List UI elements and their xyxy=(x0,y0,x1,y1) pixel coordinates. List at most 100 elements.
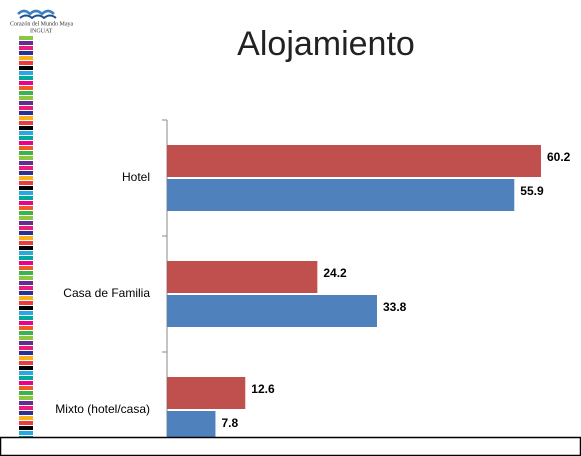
logo-wave xyxy=(18,11,54,14)
stripe-block xyxy=(19,371,33,375)
slide: Corazón del Mundo Maya INGUAT Alojamient… xyxy=(0,0,581,456)
stripe-block xyxy=(19,196,33,200)
stripe-block xyxy=(19,106,33,110)
stripe-block xyxy=(19,206,33,210)
stripe-block xyxy=(19,136,33,140)
stripe-block xyxy=(19,66,33,70)
bar xyxy=(167,179,514,211)
stripe-block xyxy=(19,301,33,305)
stripe-block xyxy=(19,161,33,165)
stripe-block xyxy=(19,321,33,325)
stripe-block xyxy=(19,356,33,360)
plot: Hotel 60.2 55.9 Casa de Familia 24.2 33.8 Mixt… xyxy=(55,120,570,443)
stripe-block xyxy=(19,386,33,390)
stripe-block xyxy=(19,116,33,120)
stripe-block xyxy=(19,71,33,75)
bar xyxy=(167,261,317,293)
stripe-block xyxy=(19,266,33,270)
stripe-block xyxy=(19,76,33,80)
category-label: Casa de Familia xyxy=(63,286,150,300)
stripe-block xyxy=(19,171,33,175)
value-label: 12.6 xyxy=(251,382,275,396)
stripe-block xyxy=(19,336,33,340)
stripe-block xyxy=(19,316,33,320)
stripe-block xyxy=(19,221,33,225)
value-label: 55.9 xyxy=(520,184,544,198)
stripe-block xyxy=(19,381,33,385)
stripe-block xyxy=(19,36,33,40)
stripe-block xyxy=(19,326,33,330)
stripe-block xyxy=(19,51,33,55)
chart-title: Alojamiento xyxy=(237,25,415,63)
bar xyxy=(167,377,245,409)
stripe-block xyxy=(19,166,33,170)
stripe-block xyxy=(19,431,33,435)
logo-text: INGUAT xyxy=(30,28,53,34)
stripe-block xyxy=(19,91,33,95)
logo-text: Corazón del Mundo Maya xyxy=(10,21,73,27)
stripe-block xyxy=(19,271,33,275)
stripe-block xyxy=(19,211,33,215)
stripe-block xyxy=(19,231,33,235)
stripe-block xyxy=(19,351,33,355)
category-label: Mixto (hotel/casa) xyxy=(55,402,150,416)
stripe-block xyxy=(19,311,33,315)
stripe-block xyxy=(19,246,33,250)
logo: Corazón del Mundo Maya INGUAT xyxy=(10,11,73,34)
stripe-block xyxy=(19,426,33,430)
stripe-block xyxy=(19,216,33,220)
stripe-block xyxy=(19,141,33,145)
value-label: 33.8 xyxy=(383,300,407,314)
stripe-block xyxy=(19,61,33,65)
stripe-block xyxy=(19,291,33,295)
stripe-block xyxy=(19,151,33,155)
stripe-block xyxy=(19,286,33,290)
stripe-block xyxy=(19,406,33,410)
stripe-block xyxy=(19,281,33,285)
stripe-block xyxy=(19,391,33,395)
stripe-block xyxy=(19,96,33,100)
category-label: Hotel xyxy=(122,170,150,184)
stripe-block xyxy=(19,131,33,135)
stripe-block xyxy=(19,186,33,190)
stripe-block xyxy=(19,346,33,350)
decor-stripe xyxy=(19,36,33,455)
stripe-block xyxy=(19,121,33,125)
value-label: 24.2 xyxy=(323,266,347,280)
stripe-block xyxy=(19,306,33,310)
stripe-block xyxy=(19,416,33,420)
stripe-block xyxy=(19,101,33,105)
stripe-block xyxy=(19,56,33,60)
stripe-block xyxy=(19,401,33,405)
stripe-block xyxy=(19,261,33,265)
stripe-block xyxy=(19,81,33,85)
bar xyxy=(167,295,377,327)
value-label: 7.8 xyxy=(221,416,238,430)
footer-box xyxy=(1,438,581,456)
stripe-block xyxy=(19,156,33,160)
stripe-block xyxy=(19,341,33,345)
stripe-block xyxy=(19,276,33,280)
stripe-block xyxy=(19,411,33,415)
stripe-block xyxy=(19,241,33,245)
stripe-block xyxy=(19,126,33,130)
logo-wave xyxy=(20,16,56,19)
stripe-block xyxy=(19,251,33,255)
stripe-block xyxy=(19,86,33,90)
stripe-block xyxy=(19,191,33,195)
stripe-block xyxy=(19,331,33,335)
stripe-block xyxy=(19,41,33,45)
stripe-block xyxy=(19,421,33,425)
value-label: 60.2 xyxy=(547,150,571,164)
stripe-block xyxy=(19,46,33,50)
stripe-block xyxy=(19,396,33,400)
stripe-block xyxy=(19,111,33,115)
bar xyxy=(167,145,541,177)
stripe-block xyxy=(19,236,33,240)
stripe-block xyxy=(19,361,33,365)
stripe-block xyxy=(19,366,33,370)
stripe-block xyxy=(19,296,33,300)
stripe-block xyxy=(19,256,33,260)
stripe-block xyxy=(19,376,33,380)
stripe-block xyxy=(19,176,33,180)
